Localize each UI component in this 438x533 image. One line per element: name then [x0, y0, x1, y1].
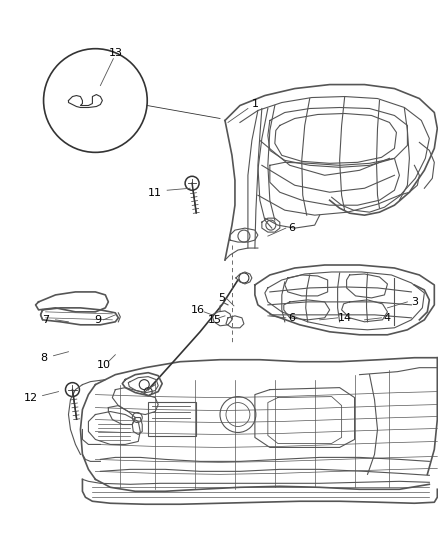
Text: 6: 6 — [288, 223, 295, 233]
Text: 14: 14 — [337, 313, 351, 323]
Text: 1: 1 — [251, 99, 258, 109]
Text: 15: 15 — [208, 315, 222, 325]
Text: 3: 3 — [410, 297, 417, 307]
Text: 5: 5 — [218, 293, 225, 303]
Text: 16: 16 — [191, 305, 205, 315]
Text: 6: 6 — [288, 313, 295, 323]
Text: 9: 9 — [94, 315, 101, 325]
Bar — [148, 401, 196, 437]
Text: 7: 7 — [42, 315, 49, 325]
Text: 4: 4 — [383, 313, 390, 323]
Text: 13: 13 — [108, 47, 122, 58]
Text: 12: 12 — [24, 393, 38, 402]
Text: 8: 8 — [40, 353, 47, 363]
Text: 10: 10 — [96, 360, 110, 370]
Text: 11: 11 — [148, 188, 162, 198]
